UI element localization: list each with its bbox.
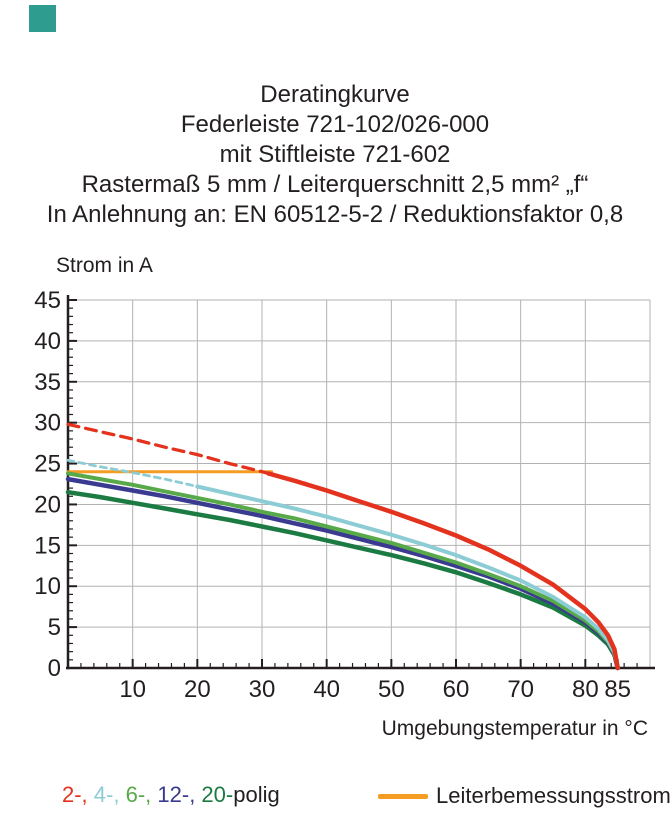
curve-20-polig [65,489,620,671]
x-tick-label: 40 [313,676,340,703]
x-tick-label: 60 [443,676,470,703]
legend-pole-20: 20- [201,782,234,807]
x-tick-label: 85 [604,676,631,703]
y-tick-label: 10 [34,573,61,600]
page-title: Deratingkurve Federleiste 721-102/026-00… [0,80,670,230]
y-tick-label: 25 [34,451,61,478]
y-tick-label: 30 [34,410,61,437]
rated-current-label: Leiterbemessungsstrom [436,783,670,808]
axis-ticks [68,299,638,668]
title-line-2: Federleiste 721-102/026-000 [180,111,490,138]
legend-pole-6: 6-, [125,782,158,807]
curve-2-polig [66,422,620,671]
brand-square [29,5,56,32]
x-tick-label: 70 [507,676,534,703]
legend-poles: 2-, 4-, 6-, 12-, 20-polig [62,782,280,808]
axes [66,295,655,670]
curve-6-polig [66,471,620,670]
legend-pole-2: 2-, [62,782,94,807]
rated-current-line-icon [378,794,428,799]
legend-pole-4: 4-, [93,782,126,807]
legend-pole-suffix: polig [233,782,280,807]
y-tick-label: 15 [34,532,61,559]
y-axis-title: Strom in A [56,254,153,277]
tick-labels: 10 20 30 40 50 60 70 80 85 0 5 10 15 20 25 30 35 40 45 [34,287,631,703]
legend-pole-12: 12-, [157,782,202,807]
y-tick-label: 35 [34,369,61,396]
x-tick-label: 80 [572,676,599,703]
x-tick-label: 30 [249,676,276,703]
x-tick-label: 10 [119,676,146,703]
y-tick-label: 40 [34,328,61,355]
curve-4-polig [66,458,620,670]
y-tick-label: 5 [48,614,61,641]
y-tick-label: 0 [48,655,61,682]
x-tick-label: 50 [378,676,405,703]
y-tick-label: 45 [34,287,61,314]
title-line-4: Rastermaß 5 mm / Leiterquerschnitt 2,5 m… [81,171,589,198]
title-line-5: In Anlehnung an: EN 60512-5-2 / Reduktio… [46,201,624,228]
x-tick-label: 20 [184,676,211,703]
title-line-1: Deratingkurve [260,81,410,108]
title-line-3: mit Stiftleiste 721-602 [219,141,451,168]
x-axis-title: Umgebungstemperatur in °C [381,717,648,740]
y-tick-label: 20 [34,491,61,518]
